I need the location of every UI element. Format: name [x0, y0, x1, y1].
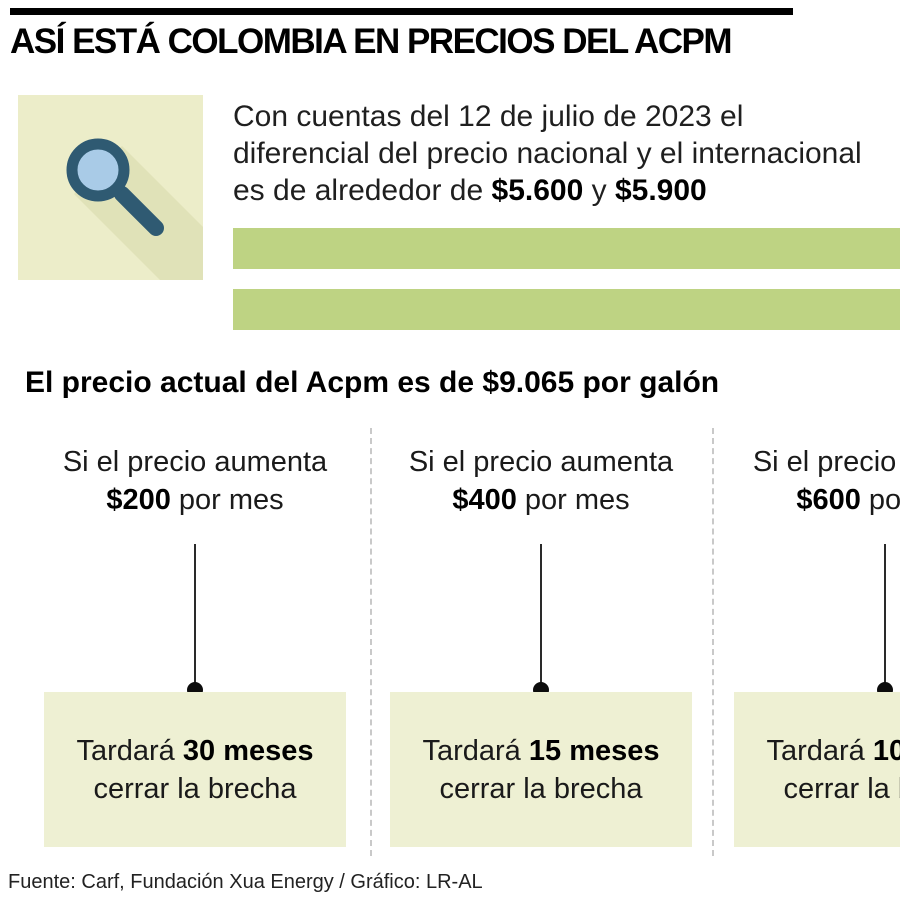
title-rule	[10, 8, 793, 15]
magnifier-icon	[18, 95, 203, 280]
result-prefix: Tardará	[766, 734, 873, 767]
result-months: 15 meses	[528, 734, 660, 767]
scenario-column-2: Si el precio aumenta $400 por mes Tardar…	[372, 428, 710, 858]
gap-low-value: $5.600	[491, 174, 584, 207]
intro-line-2: diferencial del precio nacional y el int…	[233, 137, 862, 170]
connector-line	[540, 544, 542, 690]
section-title: El precio actual del Acpm es de $9.065 p…	[25, 366, 720, 399]
result-line-1: Tardará 15 meses	[390, 732, 692, 770]
result-line-2: cerrar la brecha	[439, 772, 643, 805]
result-line-2: cerrar la brecha	[783, 772, 900, 805]
scenario-amount-line: $400 por mes	[372, 484, 710, 517]
magnifier-glyph	[18, 95, 203, 280]
scenario-amount-line: $200 por mes	[0, 484, 390, 517]
intro-line-3-prefix: es de alrededor de	[233, 174, 492, 207]
scenario-amount-line: $600 por mes	[714, 484, 900, 517]
scenario-condition: Si el precio aumenta	[752, 446, 900, 478]
scenario-column-3: Si el precio aumenta $600 por mes Tardar…	[714, 428, 900, 858]
column-divider-2	[712, 428, 714, 856]
intro-line-3: es de alrededor de $5.600 y $5.900	[233, 172, 862, 209]
scenario-condition: Si el precio aumenta	[62, 446, 328, 478]
result-prefix: Tardará	[76, 734, 183, 767]
intro-line-3-mid: y	[583, 174, 615, 207]
scenario-condition: Si el precio aumenta	[408, 446, 674, 478]
scenario-amount: $600	[796, 484, 861, 516]
result-line-1: Tardará 10 meses	[734, 732, 900, 770]
intro-line-1: Con cuentas del 12 de julio de 2023 el	[233, 100, 744, 133]
gap-high-value: $5.900	[614, 174, 707, 207]
highlight-bar-2	[233, 289, 900, 330]
result-box: Tardará 15 meses cerrar la brecha	[390, 692, 692, 847]
scenario-amount: $400	[452, 484, 517, 516]
scenario-per: por mes	[516, 484, 630, 516]
scenario-per: por mes	[170, 484, 284, 516]
connector-line	[884, 544, 886, 690]
intro-paragraph: Con cuentas del 12 de julio de 2023 el d…	[233, 98, 862, 209]
scenario-amount: $200	[106, 484, 171, 516]
column-divider-1	[370, 428, 372, 856]
result-box: Tardará 10 meses cerrar la brecha	[734, 692, 900, 847]
result-box: Tardará 30 meses cerrar la brecha	[44, 692, 346, 847]
result-prefix: Tardará	[422, 734, 529, 767]
main-title: ASÍ ESTÁ COLOMBIA EN PRECIOS DEL ACPM	[10, 22, 733, 61]
result-line-2: cerrar la brecha	[93, 772, 297, 805]
result-line-1: Tardará 30 meses	[44, 732, 346, 770]
highlight-bar-1	[233, 228, 900, 269]
scenario-per: por mes	[868, 484, 900, 516]
result-months: 30 meses	[182, 734, 314, 767]
connector-line	[194, 544, 196, 690]
scenario-column-1: Si el precio aumenta $200 por mes Tardar…	[0, 428, 390, 858]
source-credit: Fuente: Carf, Fundación Xua Energy / Grá…	[8, 871, 483, 893]
result-months: 10 meses	[872, 734, 900, 767]
